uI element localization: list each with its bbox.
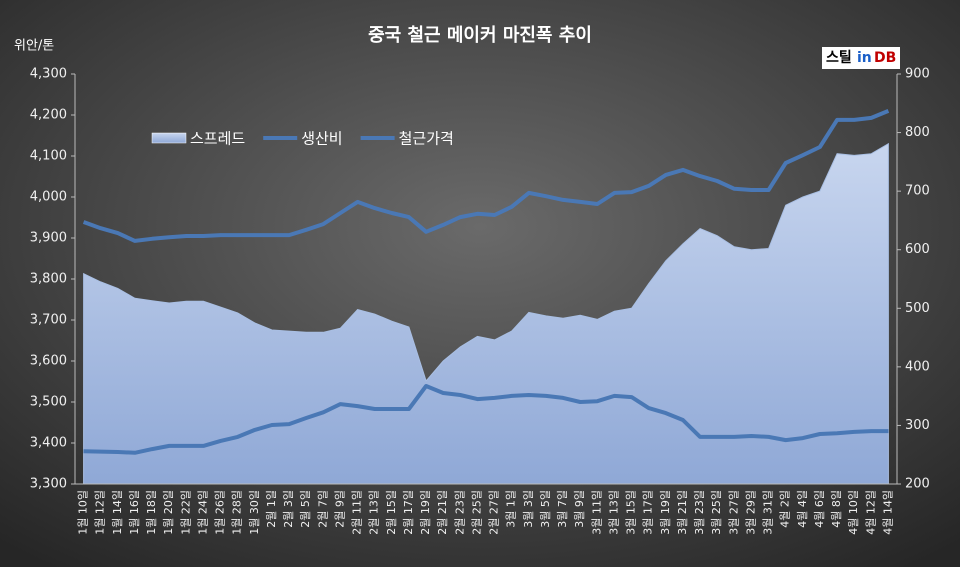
- x-tick-label: 4월 6일: [812, 490, 826, 528]
- x-tick-label: 2월 3일: [281, 490, 295, 528]
- area-series: [83, 142, 889, 485]
- y-tick-label: 4,100: [30, 149, 67, 164]
- x-tick-label: 4월 8일: [829, 490, 843, 528]
- y2-tick-label: 300: [905, 418, 930, 433]
- line-series: [82, 109, 890, 243]
- y2-tick-label: 900: [905, 67, 930, 82]
- x-tick-label: 2월 27일: [487, 490, 501, 535]
- legend-label: 스프레드: [190, 130, 245, 148]
- x-tick-label: 2월 25일: [469, 490, 483, 535]
- x-tick-label: 1월 16일: [127, 490, 141, 535]
- x-tick-label: 2월 19일: [418, 490, 432, 535]
- x-tick-label: 2월 9일: [332, 490, 346, 528]
- x-tick-label: 1월 20일: [161, 490, 175, 535]
- y-tick-label: 3,300: [30, 477, 67, 492]
- y-tick-label: 4,300: [30, 67, 67, 82]
- legend-label: 생산비: [301, 130, 342, 148]
- y-axis-label: 위안/톤: [14, 39, 54, 54]
- x-tick-label: 3월 7일: [555, 490, 569, 528]
- x-tick-label: 1월 14일: [110, 490, 124, 535]
- line-series: [83, 384, 889, 455]
- legend-swatch: [151, 132, 187, 144]
- x-tick-label: 2월 11일: [350, 490, 364, 535]
- logo: 스틸 in DB: [822, 47, 900, 69]
- y2-tick-label: 200: [905, 477, 930, 492]
- logo-mid: in: [857, 50, 872, 66]
- y-tick-label: 4,200: [30, 108, 67, 123]
- x-tick-label: 3월 9일: [572, 490, 586, 528]
- y-tick-label: 3,800: [30, 272, 67, 287]
- x-tick-label: 4월 10일: [846, 490, 860, 535]
- x-tick-label: 1월 22일: [178, 490, 192, 535]
- x-tick-label: 4월 14일: [880, 490, 894, 535]
- x-tick-label: 3월 15일: [624, 490, 638, 535]
- y2-tick-label: 400: [905, 359, 930, 374]
- x-tick-label: 3월 3일: [521, 490, 535, 528]
- x-tick-label: 3월 13일: [606, 490, 620, 535]
- x-tick-label: 3월 11일: [589, 490, 603, 535]
- x-tick-label: 1월 18일: [144, 490, 158, 535]
- y-tick-label: 3,500: [30, 395, 67, 410]
- x-tick-label: 2월 21일: [435, 490, 449, 535]
- x-tick-label: 2월 17일: [401, 490, 415, 535]
- y2-tick-label: 500: [905, 301, 930, 316]
- x-tick-label: 1월 28일: [230, 490, 244, 535]
- x-tick-label: 1월 26일: [213, 490, 227, 535]
- y-tick-label: 3,700: [30, 313, 67, 328]
- x-tick-label: 1월 24일: [195, 490, 209, 535]
- x-tick-label: 3월 17일: [641, 490, 655, 535]
- x-tick-label: 2월 15일: [384, 490, 398, 535]
- x-tick-label: 2월 1일: [264, 490, 278, 528]
- x-tick-label: 3월 5일: [538, 490, 552, 528]
- x-tick-label: 1월 12일: [93, 490, 107, 535]
- x-tick-label: 3월 29일: [743, 490, 757, 535]
- x-tick-label: 3월 25일: [709, 490, 723, 535]
- y2-tick-label: 600: [905, 242, 930, 257]
- x-tick-label: 2월 13일: [367, 490, 381, 535]
- x-tick-label: 4월 12일: [863, 490, 877, 535]
- logo-brand: 스틸: [826, 50, 852, 66]
- x-tick-label: 3월 23일: [692, 490, 706, 535]
- x-tick-label: 2월 7일: [315, 490, 329, 528]
- y-tick-label: 4,000: [30, 190, 67, 205]
- x-tick-label: 3월 19일: [658, 490, 672, 535]
- y2-tick-label: 800: [905, 125, 930, 140]
- logo-tail: DB: [874, 50, 896, 66]
- x-tick-label: 3월 1일: [504, 490, 518, 528]
- y-tick-label: 3,900: [30, 231, 67, 246]
- y2-tick-label: 700: [905, 184, 930, 199]
- x-tick-label: 3월 21일: [675, 490, 689, 535]
- x-tick-label: 2월 5일: [298, 490, 312, 528]
- y-tick-label: 3,400: [30, 436, 67, 451]
- x-tick-label: 3월 27일: [726, 490, 740, 535]
- x-tick-label: 1월 30일: [247, 490, 261, 535]
- x-tick-label: 3월 31일: [761, 490, 775, 535]
- chart-title: 중국 철근 메이커 마진폭 추이: [368, 25, 592, 46]
- x-tick-label: 4월 2일: [778, 490, 792, 528]
- x-tick-label: 2월 23일: [452, 490, 466, 535]
- y-tick-label: 3,600: [30, 354, 67, 369]
- logo-box: [822, 47, 900, 69]
- x-tick-label: 4월 4일: [795, 490, 809, 528]
- x-tick-label: 1월 10일: [76, 490, 90, 535]
- legend-label: 철근가격: [399, 130, 454, 148]
- legend: 스프레드 생산비 철근가격: [151, 130, 454, 148]
